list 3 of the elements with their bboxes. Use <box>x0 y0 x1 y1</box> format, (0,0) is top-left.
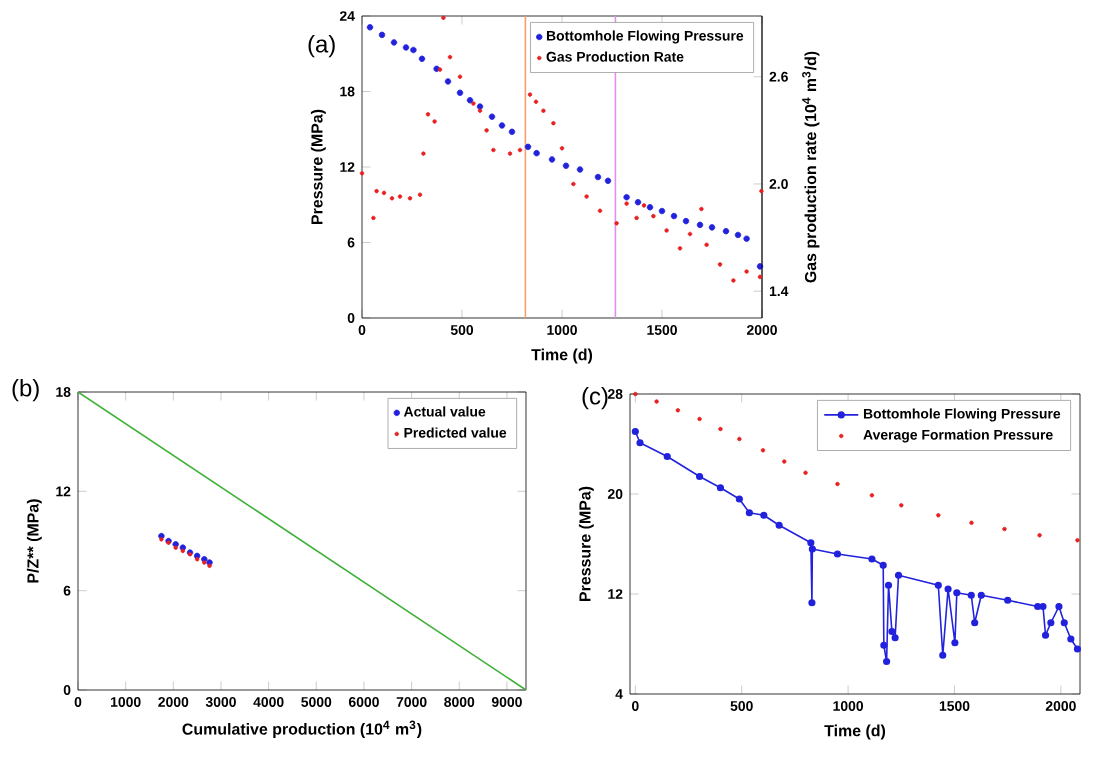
chart-title: (c) <box>582 387 608 410</box>
text: (a) <box>308 35 335 58</box>
chart-title: (b) <box>12 379 39 402</box>
